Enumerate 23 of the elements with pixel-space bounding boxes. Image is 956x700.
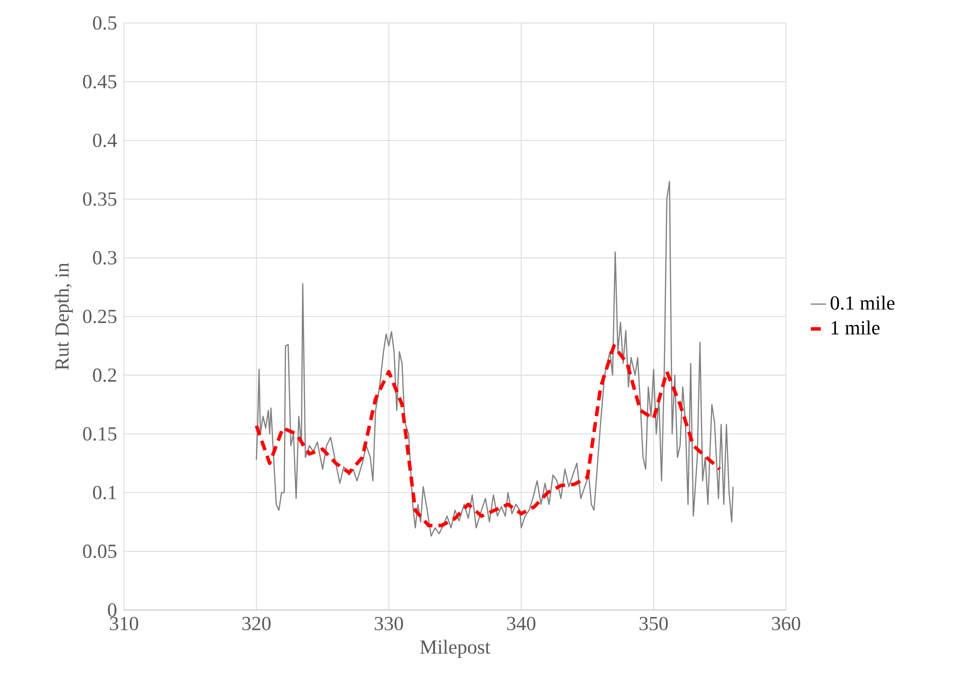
y-tick-label: 0.2 — [93, 368, 116, 382]
x-tick-label: 350 — [640, 616, 668, 630]
y-axis-title: Rut Depth, in — [54, 262, 73, 370]
y-tick-label: 0.3 — [93, 251, 116, 265]
legend-label: 0.1 mile — [830, 296, 894, 310]
y-tick-label: 0 — [108, 603, 116, 617]
x-tick-label: 330 — [374, 616, 403, 630]
line-series — [254, 344, 722, 528]
y-tick-label: 0.4 — [93, 134, 117, 148]
y-tick-label: 0.15 — [83, 427, 116, 441]
y-tick-label: 0.35 — [83, 192, 116, 206]
x-axis-title: Milepost — [420, 640, 490, 658]
y-tick-label: 0.25 — [83, 310, 116, 324]
x-tick-label: 340 — [507, 616, 536, 630]
y-tick-label: 0.1 — [93, 486, 116, 500]
x-tick-label: 360 — [772, 616, 800, 630]
x-tick-label: 310 — [110, 616, 138, 630]
y-tick-label: 0.45 — [83, 74, 116, 88]
x-tick-label: 320 — [242, 616, 271, 630]
legend-label: 1 mile — [832, 320, 880, 335]
line-series — [256, 180, 734, 537]
y-tick-label: 0.5 — [93, 16, 116, 30]
y-tick-label: 0.05 — [83, 544, 116, 558]
